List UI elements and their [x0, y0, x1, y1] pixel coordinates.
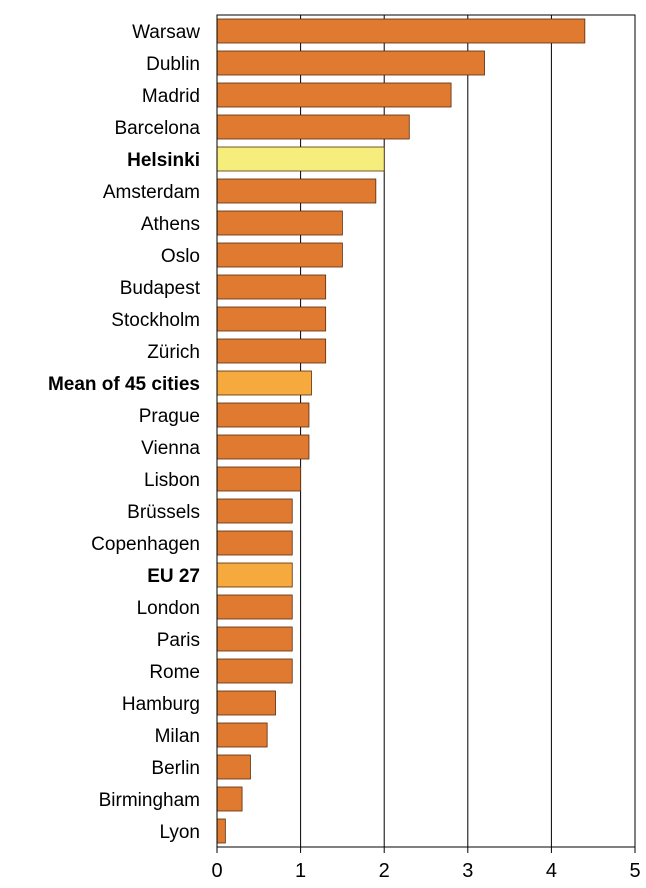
bar: [216, 530, 293, 556]
category-label: Madrid: [142, 86, 200, 107]
bar: [216, 370, 312, 396]
x-tick-label: 2: [379, 860, 390, 882]
category-label: Prague: [139, 406, 200, 427]
bar: [216, 210, 343, 236]
bar: [216, 146, 385, 172]
category-label: Budapest: [120, 278, 201, 299]
category-label: Helsinki: [127, 150, 200, 171]
bar: [216, 178, 377, 204]
category-label: Berlin: [151, 758, 200, 779]
bars: [216, 18, 586, 844]
category-label: Lisbon: [144, 470, 200, 491]
category-label: Milan: [155, 726, 200, 747]
category-label: Amsterdam: [103, 182, 200, 203]
bar: [216, 114, 410, 140]
bar: [216, 50, 485, 76]
category-label: Barcelona: [114, 118, 200, 139]
bar: [216, 402, 310, 428]
category-label: Zürich: [147, 342, 200, 363]
category-label: Rome: [149, 662, 200, 683]
category-label: Birmingham: [99, 790, 200, 811]
bar: [216, 466, 301, 492]
bar: [216, 658, 293, 684]
bar: [216, 18, 586, 44]
bar: [216, 818, 226, 844]
category-label: Oslo: [161, 246, 200, 267]
category-label: Paris: [157, 630, 200, 651]
category-label: Vienna: [141, 438, 200, 459]
category-label: Lyon: [160, 822, 201, 843]
category-label: Copenhagen: [91, 534, 200, 555]
plot-frame: [216, 14, 636, 848]
category-label: EU 27: [147, 566, 200, 587]
category-label: Brüssels: [127, 502, 200, 523]
x-tick-label: 4: [546, 860, 557, 882]
x-tick-label: 0: [211, 860, 222, 882]
category-label: Athens: [141, 214, 200, 235]
bar: [216, 594, 293, 620]
bar: [216, 338, 327, 364]
bar: [216, 498, 293, 524]
bar: [216, 722, 268, 748]
category-label: Mean of 45 cities: [48, 374, 200, 395]
bar: [216, 754, 251, 780]
bar: [216, 274, 327, 300]
bar: [216, 82, 452, 108]
bar: [216, 690, 276, 716]
grid-lines: [216, 15, 636, 853]
x-tick-labels: 0 1 2 3 4 5: [211, 860, 640, 882]
bar: [216, 626, 293, 652]
category-label: Stockholm: [111, 310, 200, 331]
x-tick-label: 1: [295, 860, 306, 882]
x-tick-label: 5: [629, 860, 640, 882]
category-label: Hamburg: [122, 694, 200, 715]
category-labels: Warsaw Dublin Madrid Barcelona Helsinki Amste…: [48, 22, 201, 843]
bar: [216, 786, 243, 812]
category-label: Dublin: [146, 54, 200, 75]
bar: [216, 562, 293, 588]
category-label: London: [137, 598, 200, 619]
bar: [216, 434, 310, 460]
bar: [216, 242, 343, 268]
x-tick-label: 3: [462, 860, 473, 882]
category-label: Warsaw: [132, 22, 200, 43]
bar: [216, 306, 327, 332]
